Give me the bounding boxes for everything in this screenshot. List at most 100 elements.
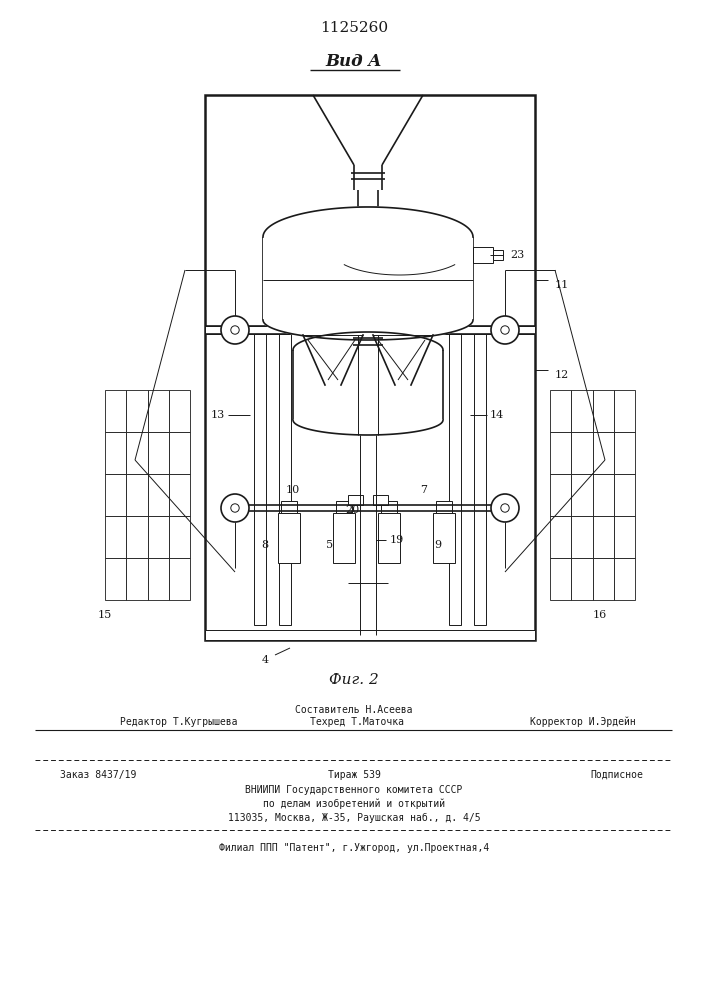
Bar (550, 390, 571, 432)
Bar (281, 501, 297, 513)
Text: 4: 4 (262, 655, 269, 665)
Bar (348, 495, 363, 505)
Bar (169, 558, 190, 600)
Text: Тираж 539: Тираж 539 (327, 770, 380, 780)
Bar (571, 390, 592, 432)
Circle shape (491, 494, 519, 522)
Bar (436, 501, 452, 513)
Bar (333, 513, 355, 563)
Bar (148, 474, 169, 516)
Text: 113035, Москва, Ж-35, Раушская наб., д. 4/5: 113035, Москва, Ж-35, Раушская наб., д. … (228, 813, 480, 823)
Text: 5: 5 (327, 540, 334, 550)
Text: 23: 23 (510, 250, 525, 260)
Text: 8: 8 (262, 540, 269, 550)
Bar (571, 558, 592, 600)
Text: Составитель Н.Асеева: Составитель Н.Асеева (296, 705, 413, 715)
Bar (105, 390, 127, 432)
Bar (378, 513, 400, 563)
Bar (550, 432, 571, 474)
Circle shape (501, 326, 509, 334)
Bar (571, 516, 592, 558)
Bar (614, 432, 635, 474)
Bar (205, 95, 535, 640)
Bar (169, 390, 190, 432)
Bar (614, 390, 635, 432)
Bar (127, 432, 148, 474)
Text: Подписное: Подписное (590, 770, 643, 780)
Bar (169, 432, 190, 474)
Text: ВНИИПИ Государственного комитета СССР: ВНИИПИ Государственного комитета СССР (245, 785, 462, 795)
Circle shape (491, 316, 519, 344)
Text: 19: 19 (390, 535, 404, 545)
Polygon shape (293, 420, 443, 435)
Circle shape (230, 504, 239, 512)
Text: 11: 11 (555, 280, 569, 290)
Bar (105, 432, 127, 474)
Bar (571, 474, 592, 516)
Circle shape (230, 326, 239, 334)
Bar (169, 516, 190, 558)
Text: Фиг. 2: Фиг. 2 (329, 673, 379, 687)
Bar (205, 630, 535, 640)
Bar (293, 350, 443, 420)
Text: Заказ 8437/19: Заказ 8437/19 (60, 770, 136, 780)
Polygon shape (263, 320, 473, 340)
Polygon shape (263, 207, 473, 237)
Bar (127, 390, 148, 432)
Text: 9: 9 (434, 540, 442, 550)
Circle shape (221, 494, 249, 522)
Bar (148, 432, 169, 474)
Text: 1125260: 1125260 (320, 21, 388, 35)
Bar (105, 474, 127, 516)
Polygon shape (373, 335, 433, 385)
Bar (127, 516, 148, 558)
Bar (550, 558, 571, 600)
Bar (493, 250, 503, 260)
Bar (105, 516, 127, 558)
Bar (263, 237, 473, 320)
Bar (254, 334, 266, 625)
Text: Техред Т.Маточка: Техред Т.Маточка (310, 717, 404, 727)
Bar (169, 474, 190, 516)
Bar (550, 474, 571, 516)
Bar (433, 513, 455, 563)
Circle shape (501, 504, 509, 512)
Bar (127, 474, 148, 516)
Text: 7: 7 (420, 485, 427, 495)
Bar (592, 432, 614, 474)
Text: 14: 14 (490, 410, 504, 420)
Bar (474, 334, 486, 625)
Bar (614, 558, 635, 600)
Bar (592, 390, 614, 432)
Bar (148, 390, 169, 432)
Text: 13: 13 (211, 410, 225, 420)
Bar (278, 513, 300, 563)
Text: Редактор Т.Кугрышева: Редактор Т.Кугрышева (120, 717, 238, 727)
Circle shape (221, 316, 249, 344)
Bar (373, 495, 388, 505)
Bar (148, 558, 169, 600)
Bar (571, 432, 592, 474)
Text: 16: 16 (593, 610, 607, 620)
Bar (550, 516, 571, 558)
Text: Корректор И.Эрдейн: Корректор И.Эрдейн (530, 717, 636, 727)
Text: Вид A: Вид A (326, 53, 382, 70)
Bar (592, 474, 614, 516)
Polygon shape (303, 335, 363, 385)
Text: 12: 12 (555, 370, 569, 380)
Bar (148, 516, 169, 558)
Polygon shape (293, 332, 443, 350)
Bar (473, 247, 493, 263)
Bar (614, 474, 635, 516)
Bar (592, 516, 614, 558)
Bar (336, 501, 352, 513)
Text: 20: 20 (345, 505, 359, 515)
Text: по делам изобретений и открытий: по делам изобретений и открытий (263, 799, 445, 809)
Text: Филиал ППП "Патент", г.Ужгород, ул.Проектная,4: Филиал ППП "Патент", г.Ужгород, ул.Проек… (219, 843, 489, 853)
Bar (279, 334, 291, 625)
Bar (449, 334, 461, 625)
Bar (614, 516, 635, 558)
Text: 10: 10 (286, 485, 300, 495)
Bar (592, 558, 614, 600)
Bar (381, 501, 397, 513)
